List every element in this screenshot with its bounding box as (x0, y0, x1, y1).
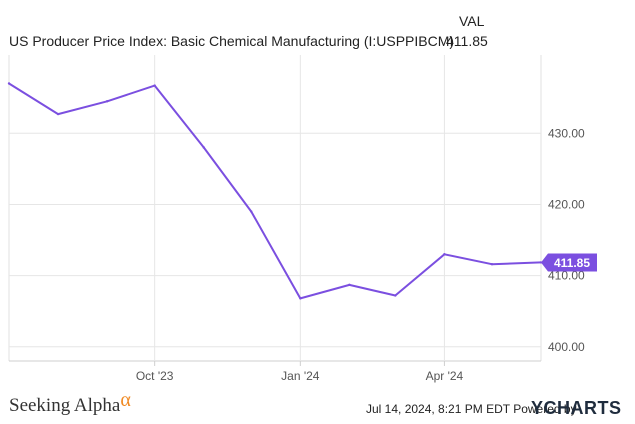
ycharts-logo: YCHARTS (531, 398, 622, 418)
x-tick-label: Oct '23 (136, 369, 174, 383)
y-tick-label: 410.00 (548, 269, 585, 283)
alpha-symbol: α (120, 389, 131, 411)
chart-grid (8, 55, 542, 366)
series-value: 411.85 (446, 33, 488, 49)
data-point (443, 253, 446, 256)
x-tick-label: Apr '24 (426, 369, 464, 383)
data-point (250, 210, 253, 213)
data-point (348, 283, 351, 287)
brand-text: Seeking Alpha (9, 395, 121, 416)
data-point (394, 294, 397, 297)
data-point (105, 100, 109, 103)
data-point (299, 297, 302, 300)
data-point (56, 112, 60, 116)
data-point (7, 82, 11, 85)
y-tick-label: 420.00 (548, 197, 585, 211)
legend-header: VAL (459, 13, 485, 29)
data-point (153, 84, 156, 87)
chart-series (7, 82, 543, 300)
x-tick-label: Jan '24 (281, 369, 320, 383)
y-tick-label: 430.00 (548, 126, 585, 140)
chart-end-label: 411.85 (541, 253, 597, 272)
data-point (202, 146, 205, 149)
last-value-label: 411.85 (554, 256, 590, 270)
chart-ticks: 400.00 410.00 420.00 430.00 Oct '23 Jan '24 Ap… (136, 126, 585, 383)
series-name: US Producer Price Index: Basic Chemical … (9, 33, 455, 49)
timestamp-text: Jul 14, 2024, 8:21 PM EDT Powered by (366, 402, 577, 416)
y-tick-label: 400.00 (548, 340, 585, 354)
series-line (8, 82, 542, 300)
data-point (490, 263, 494, 266)
seeking-alpha-logo: Seeking Alphaα (9, 389, 131, 417)
last-value-tag (541, 253, 597, 272)
